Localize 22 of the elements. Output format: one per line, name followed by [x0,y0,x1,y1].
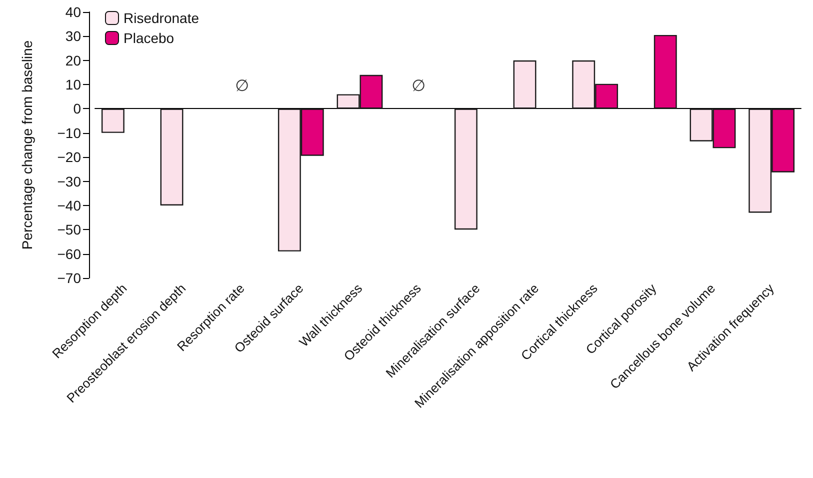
y-tick-label: 20 [65,52,82,68]
y-tick-label: −20 [57,149,82,166]
y-tick-label: −30 [57,173,82,190]
bar [513,60,536,109]
legend-label: Risedronate [124,10,200,26]
y-tick-label: −40 [57,197,82,214]
y-tick-label: −60 [57,246,82,262]
bar [160,108,184,206]
y-tick-label: −70 [57,270,82,286]
y-tick-label: 30 [65,28,82,44]
y-tick-label: 10 [65,76,82,93]
y-tick-label: −50 [57,222,82,238]
y-tick-label: −10 [57,124,82,141]
y-tick-label: 40 [65,4,82,20]
y-axis-title: Percentage change from baseline [19,40,35,250]
annotation: ∅ [412,78,426,96]
bar [101,108,124,133]
bar [654,34,677,109]
bar [454,108,478,230]
annotation: ∅ [235,78,250,96]
y-tick-label: 0 [73,100,82,117]
legend-label: Placebo [124,30,174,46]
